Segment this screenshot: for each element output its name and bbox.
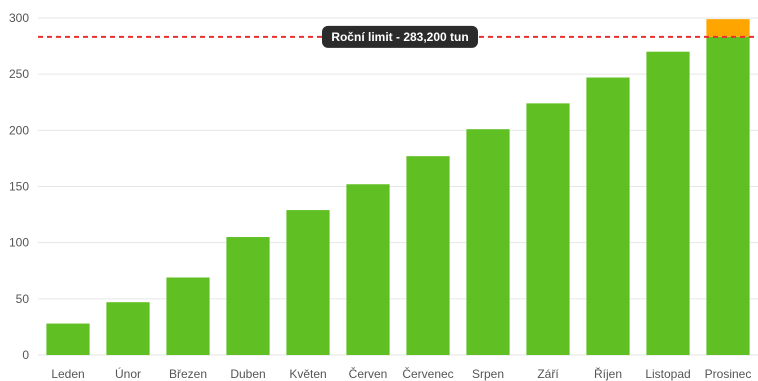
x-tick-label: Červen	[349, 366, 388, 381]
y-tick-label: 300	[9, 11, 29, 25]
y-tick-label: 200	[9, 123, 29, 137]
bar-Květen	[286, 210, 330, 355]
grid-lines	[38, 17, 758, 356]
x-tick-label: Duben	[230, 367, 265, 381]
x-tick-label: Listopad	[645, 367, 690, 381]
bar-Červen	[346, 184, 390, 355]
bars	[46, 19, 750, 355]
x-axis: Leden Únor Březen Duben Květen Červen Červenec…	[51, 366, 751, 381]
x-tick-label: Květen	[289, 367, 326, 381]
y-tick-label: 0	[22, 348, 29, 362]
x-tick-label: Říjen	[594, 366, 622, 381]
bar-Leden	[46, 323, 90, 355]
bar-Červenec	[406, 156, 450, 355]
x-tick-label: Březen	[169, 367, 207, 381]
bar-Březen	[166, 277, 210, 355]
x-tick-label: Leden	[51, 367, 84, 381]
y-axis: 0 50 100 150 200 250 300	[9, 11, 29, 362]
bar-Prosinec	[706, 36, 750, 355]
limit-label: Roční limit - 283,200 tun	[331, 30, 468, 44]
bar-Listopad	[646, 51, 690, 355]
x-tick-label: Červenec	[402, 366, 453, 381]
limit-annotation: Roční limit - 283,200 tun	[38, 25, 758, 48]
x-tick-label: Únor	[115, 366, 141, 381]
y-tick-label: 100	[9, 236, 29, 250]
bar-over-limit-Prosinec	[706, 19, 750, 37]
bar-Září	[526, 103, 570, 355]
y-tick-label: 150	[9, 180, 29, 194]
y-tick-label: 250	[9, 67, 29, 81]
x-tick-label: Prosinec	[705, 367, 752, 381]
bar-Říjen	[586, 77, 630, 355]
x-tick-label: Září	[537, 367, 559, 381]
bar-Únor	[106, 302, 150, 355]
y-tick-label: 50	[16, 292, 30, 306]
x-tick-label: Srpen	[472, 367, 504, 381]
limit-badge	[322, 25, 478, 48]
bar-Duben	[226, 237, 270, 355]
bar-Srpen	[466, 129, 510, 355]
